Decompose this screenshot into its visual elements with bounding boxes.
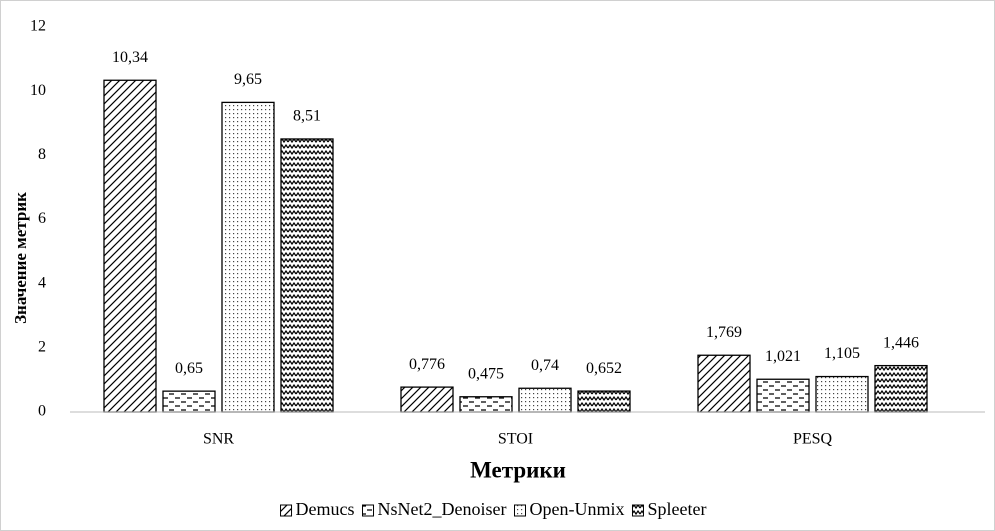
y-tick-label: 8 (38, 146, 46, 163)
bar (400, 386, 454, 413)
y-tick-label: 6 (38, 210, 46, 227)
bar (577, 390, 631, 413)
value-label: 0,475 (468, 365, 504, 382)
bar (280, 138, 334, 413)
legend-label: Spleeter (647, 499, 706, 519)
bar (815, 375, 869, 413)
value-label: 10,34 (112, 49, 148, 66)
value-label: 0,776 (409, 356, 445, 373)
value-label: 1,446 (883, 334, 919, 351)
legend-label: Open-Unmix (530, 499, 625, 519)
x-axis-title: Метрики (470, 457, 566, 482)
value-label: 1,021 (765, 348, 801, 365)
legend-swatch (362, 504, 375, 517)
value-label: 0,652 (586, 360, 622, 377)
bar (162, 390, 216, 413)
bar (874, 364, 928, 413)
x-tick-label: STOI (498, 431, 533, 448)
bar (518, 387, 572, 413)
legend-swatch (631, 504, 644, 517)
legend-label: NsNet2_Denoiser (378, 499, 507, 519)
y-tick-label: 2 (38, 339, 46, 356)
value-label: 0,74 (531, 357, 559, 374)
value-label: 0,65 (175, 360, 203, 377)
value-label: 1,769 (706, 324, 742, 341)
value-label: 9,65 (234, 71, 262, 88)
y-tick-label: 12 (30, 18, 46, 35)
y-tick-label: 10 (30, 82, 46, 99)
bar (103, 79, 157, 413)
legend-swatch (280, 504, 293, 517)
bar (756, 378, 810, 413)
y-tick-label: 0 (38, 403, 46, 420)
legend-label: Demucs (296, 499, 355, 519)
bar (697, 354, 751, 413)
y-axis-title: Значение метрик (11, 192, 30, 324)
x-tick-label: PESQ (793, 431, 833, 448)
y-tick-label: 4 (38, 274, 46, 291)
value-label: 8,51 (293, 108, 321, 125)
bar (459, 396, 513, 413)
x-tick-label: SNR (203, 431, 234, 448)
bar (221, 101, 275, 413)
legend-swatch (514, 504, 526, 517)
value-label: 1,105 (824, 345, 860, 362)
